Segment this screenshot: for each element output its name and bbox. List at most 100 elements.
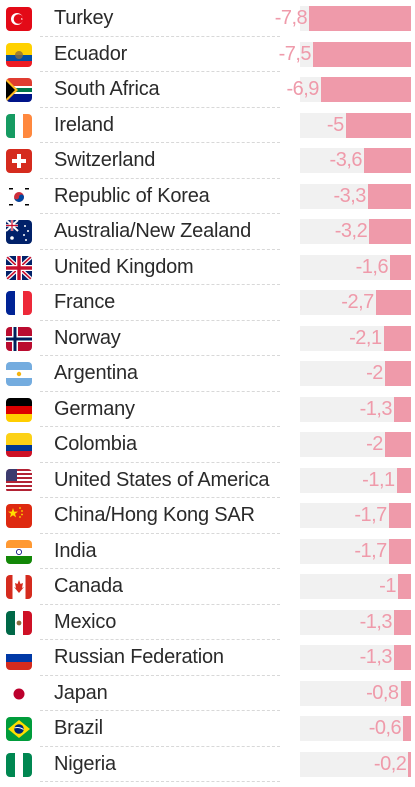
bar-track: [300, 645, 411, 670]
chart-row: Argentina -2: [0, 356, 415, 392]
india-flag-icon: [6, 539, 32, 564]
bar: [408, 751, 411, 777]
bar: [345, 112, 411, 138]
chart-row: Russian Federation -1,3: [0, 640, 415, 676]
bar-track: [300, 751, 411, 777]
data-label: -1,7: [354, 504, 387, 526]
south-africa-flag-icon: [6, 78, 32, 102]
row-divider: [40, 248, 280, 250]
category-label: Australia/New Zealand: [54, 220, 252, 242]
bar-track: [300, 467, 411, 493]
data-label: -7,5: [278, 42, 312, 65]
row-divider: [40, 532, 280, 534]
bar-track: [300, 574, 411, 599]
row-divider: [40, 106, 280, 108]
chart-row: Nigeria -0,2: [0, 747, 415, 782]
switzerland-flag-icon: [6, 149, 32, 173]
bar-track: [300, 609, 411, 635]
ecuador-flag-icon: [6, 42, 32, 67]
row-divider: [40, 426, 280, 427]
bar: [400, 680, 411, 706]
row-divider: [40, 71, 280, 72]
chart-row: Turkey -7,8: [0, 1, 415, 37]
category-label: United States of America: [54, 468, 270, 491]
category-label: Norway: [54, 326, 121, 349]
category-label: Japan: [54, 681, 108, 704]
data-label: -6,9: [286, 78, 319, 100]
bar: [388, 538, 411, 564]
chart-row: China/Hong Kong SAR -1,7: [0, 498, 415, 534]
chart-row: South Africa -6,9: [0, 72, 415, 108]
category-label: Ecuador: [54, 42, 128, 65]
data-label: -1,3: [359, 610, 393, 633]
row-divider: [40, 710, 280, 711]
bar-track: [300, 396, 411, 422]
bar: [394, 396, 411, 422]
data-label: -3,6: [329, 149, 363, 171]
data-label: -2,1: [349, 326, 382, 349]
data-label: -3,2: [334, 220, 368, 242]
australia-flag-icon: [6, 220, 32, 244]
chart-row: Germany -1,3: [0, 392, 415, 427]
row-divider: [40, 35, 280, 37]
bar: [375, 290, 411, 315]
category-label: Canada: [54, 575, 123, 597]
category-label: Republic of Korea: [54, 184, 210, 207]
korea-flag-icon: [6, 184, 32, 209]
category-label: United Kingdom: [54, 255, 194, 278]
category-label: Argentina: [54, 362, 138, 384]
bar: [369, 219, 411, 244]
uk-flag-icon: [6, 255, 32, 280]
row-divider: [40, 674, 280, 676]
data-label: -5: [326, 113, 344, 136]
canada-flag-icon: [6, 575, 32, 599]
nigeria-flag-icon: [6, 752, 32, 777]
row-divider: [40, 142, 280, 143]
chart-row: Norway -2,1: [0, 321, 415, 356]
row-divider: [40, 745, 280, 747]
chart-row: Colombia -2: [0, 427, 415, 463]
category-label: Switzerland: [54, 149, 156, 171]
bar: [384, 361, 411, 386]
data-label: -1,3: [359, 397, 393, 420]
category-label: Nigeria: [54, 752, 116, 775]
row-divider: [40, 213, 280, 214]
data-label: -1,3: [359, 646, 393, 668]
bar: [383, 325, 411, 351]
chart-row: Brazil -0,6: [0, 711, 415, 747]
russia-flag-icon: [6, 646, 32, 670]
japan-flag-icon: [6, 681, 32, 706]
data-label: -1,6: [355, 255, 389, 278]
bar: [403, 716, 411, 741]
bar: [367, 183, 411, 209]
china-flag-icon: [6, 504, 32, 528]
bar: [363, 148, 411, 173]
chart-row: France -2,7: [0, 285, 415, 321]
category-label: Ireland: [54, 113, 114, 136]
data-label: -0,2: [373, 752, 407, 775]
ireland-flag-icon: [6, 113, 32, 138]
row-divider: [40, 390, 280, 392]
row-divider: [40, 603, 280, 605]
turkey-flag-icon: [6, 7, 32, 31]
category-label: France: [54, 291, 116, 313]
category-label: Mexico: [54, 610, 117, 633]
bar: [388, 503, 411, 528]
category-label: South Africa: [54, 78, 160, 100]
data-label: -2: [366, 362, 383, 384]
mexico-flag-icon: [6, 610, 32, 635]
row-divider: [40, 497, 280, 498]
row-divider: [40, 319, 280, 321]
bar: [320, 77, 411, 102]
germany-flag-icon: [6, 397, 32, 422]
bar: [394, 645, 411, 670]
category-label: India: [54, 539, 97, 562]
row-divider: [40, 568, 280, 569]
chart-row: Republic of Korea -3,3: [0, 179, 415, 214]
data-label: -1: [379, 575, 396, 597]
argentina-flag-icon: [6, 362, 32, 386]
colombia-flag-icon: [6, 433, 32, 457]
category-label: Turkey: [54, 7, 114, 29]
bar-track: [300, 680, 411, 706]
